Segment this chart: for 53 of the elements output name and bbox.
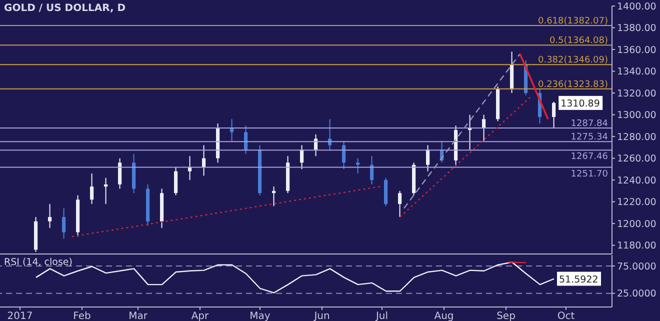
y-tick-label: 1400.00 — [617, 1, 656, 12]
x-tick-label: Jul — [374, 311, 388, 321]
y-tick-label: 1360.00 — [617, 44, 656, 56]
y-tick-label: 1200.00 — [617, 218, 656, 230]
candlestick — [48, 203, 52, 228]
candlestick — [90, 173, 94, 204]
candlestick — [510, 51, 514, 94]
x-tick-label: Aug — [434, 311, 454, 321]
candlestick — [356, 158, 360, 174]
candlestick — [118, 158, 122, 190]
y-tick-label: 1180.00 — [617, 240, 656, 252]
y-tick-label: 1300.00 — [617, 110, 656, 122]
chart-title: GOLD / US DOLLAR, D — [4, 3, 126, 14]
y-tick-label: 1320.00 — [617, 88, 656, 100]
candlestick — [552, 101, 556, 128]
data-label: 51.5922 — [559, 274, 598, 286]
x-tick-label: Sep — [496, 311, 516, 321]
x-tick-label: Oct — [557, 311, 575, 321]
candlestick — [398, 190, 402, 218]
y-tick-label: 1340.00 — [617, 66, 656, 78]
ref-line-label: 0.618(1382.07) — [538, 16, 608, 27]
ref-line-label: 0.236(1323.83) — [538, 80, 608, 90]
candlestick — [104, 177, 108, 204]
ref-line-label: 0.5(1364.08) — [549, 36, 608, 46]
y-tick-label: 1260.00 — [617, 154, 656, 165]
y-tick-label: 1240.00 — [617, 175, 656, 186]
text: 1310.89 — [560, 98, 600, 110]
y-tick-label: 75.0000 — [617, 261, 656, 272]
ref-line-label: 1275.34 — [570, 132, 608, 143]
y-tick-label: 1280.00 — [617, 132, 656, 143]
x-tick-label: Mar — [128, 311, 148, 321]
x-tick-label: Jun — [313, 311, 330, 321]
candlestick — [202, 144, 206, 176]
candlestick — [482, 114, 486, 142]
x-tick-label: Apr — [191, 311, 210, 321]
candlestick — [174, 166, 178, 196]
candlestick — [342, 140, 346, 170]
chart-title: RSI (14, close) — [4, 257, 72, 268]
candlestick — [62, 208, 66, 240]
y-tick-label: 1380.00 — [617, 23, 656, 34]
y-tick-label: 1220.00 — [617, 197, 656, 208]
candlestick — [244, 125, 248, 154]
ref-line-label: 1251.70 — [570, 169, 608, 180]
x-tick-label: May — [250, 311, 270, 321]
ref-line-label: 0.382(1346.09) — [538, 56, 608, 66]
y-tick-label: 25.0000 — [617, 288, 656, 300]
x-tick-label: 2017 — [7, 311, 33, 321]
ref-line-label: 1267.46 — [570, 152, 608, 162]
candlestick — [426, 144, 430, 172]
candlestick — [272, 186, 276, 207]
candlestick — [384, 177, 388, 207]
x-tick-label: Feb — [73, 311, 91, 321]
ref-line-label: 1287.84 — [570, 119, 608, 129]
